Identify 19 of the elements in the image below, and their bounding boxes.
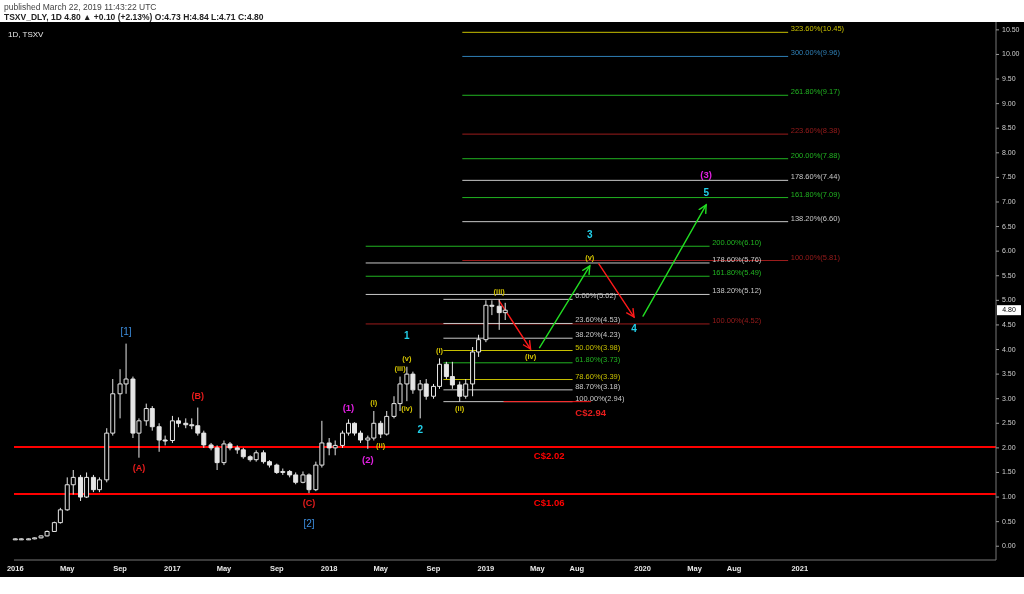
text: 1D, TSXV	[8, 30, 45, 40]
text: published March 22, 2019 11:43:22 UTC	[4, 2, 157, 13]
chart-subtitle: TSXV_DLY, 1D 4.80 ▲ +0.10 (+2.13%) O:4.73 H:4.84 L:4.71 C:4.80	[4, 12, 264, 23]
annotation: [1]	[120, 325, 132, 337]
annotation: 3	[587, 229, 594, 241]
annotation: 1	[404, 329, 411, 341]
annotation: (B)	[191, 390, 205, 401]
annotation: 2	[417, 423, 424, 435]
annotation: 5	[703, 187, 710, 199]
annotation: (2)	[362, 453, 374, 465]
ref-line-label: C$2.02	[533, 449, 565, 461]
annotation: [2]	[303, 517, 315, 529]
annotation: C$2.94	[575, 406, 607, 418]
annotation: (A)	[132, 463, 146, 474]
annotation: 4	[631, 322, 638, 334]
annotation: (C)	[302, 498, 316, 509]
ref-line-label: C$1.06	[533, 496, 565, 508]
annotation: (3)	[700, 168, 712, 180]
annotation: (1)	[342, 401, 355, 413]
